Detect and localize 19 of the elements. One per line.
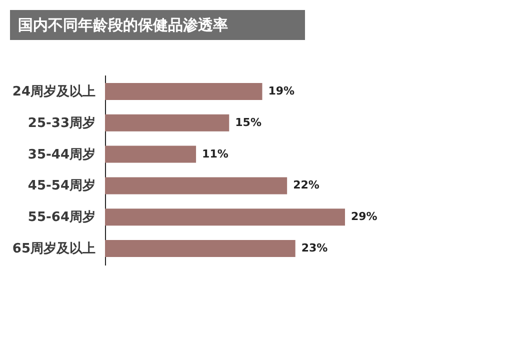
y-tick-label: 24周岁及以上 [12,84,96,100]
chart-title: 国内不同年龄段的保健品渗透率 [18,16,228,34]
data-label: 23% [301,242,328,255]
y-tick-label: 45-54周岁 [28,178,96,194]
data-label: 15% [235,116,262,129]
bar [105,177,288,194]
y-tick-label: 55-64周岁 [28,210,96,226]
bar [105,114,230,132]
bar [105,146,196,163]
data-label: 19% [268,84,295,98]
bar [105,240,296,258]
y-tick-label: 35-44周岁 [28,147,96,162]
data-label: 11% [202,147,228,160]
data-label: 22% [293,178,320,192]
data-label: 29% [351,210,378,224]
bar [105,82,262,100]
y-tick-label: 65周岁及以上 [12,242,96,257]
bar [105,208,345,226]
y-tick-label: 25-33周岁 [28,116,96,131]
